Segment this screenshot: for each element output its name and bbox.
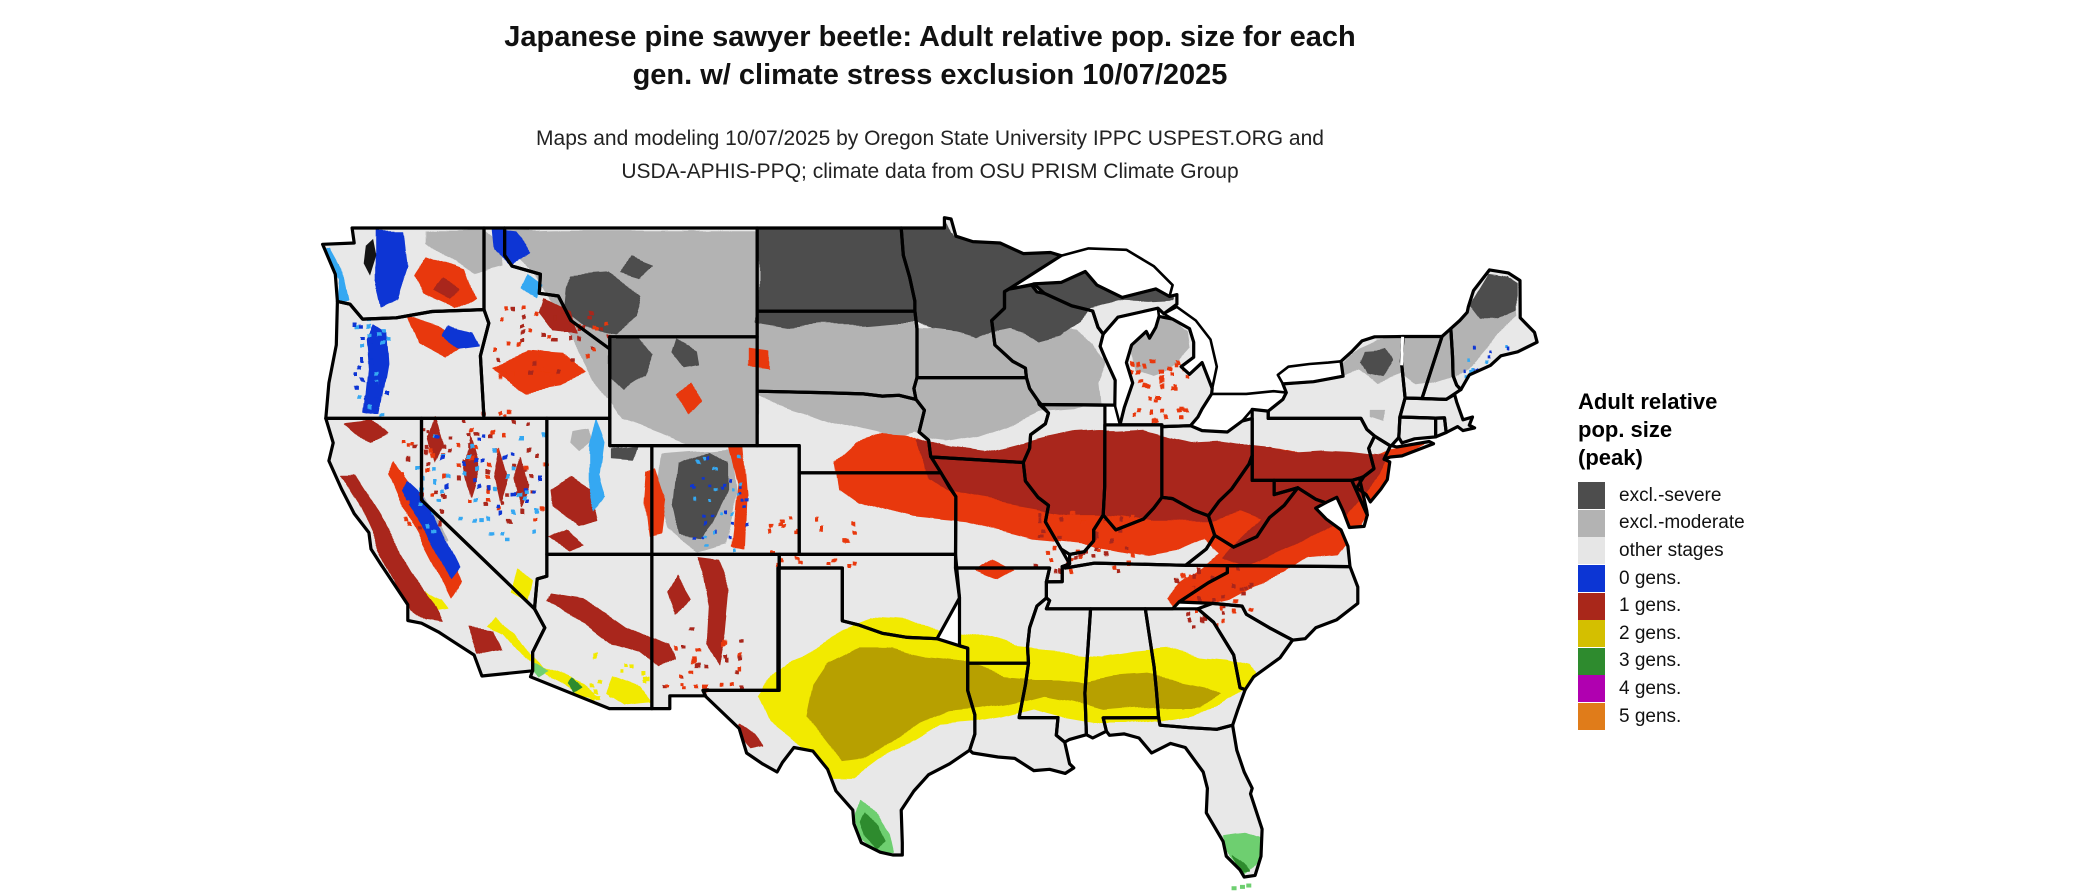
legend-item-label: 3 gens. bbox=[1619, 650, 1682, 672]
legend-swatch bbox=[1578, 565, 1605, 593]
subtitle: Maps and modeling 10/07/2025 by Oregon S… bbox=[180, 122, 1680, 188]
legend-items: excl.-severe excl.-moderate other stages 0 … bbox=[1578, 482, 1908, 731]
legend-item-label: 4 gens. bbox=[1619, 677, 1682, 699]
page-title: Japanese pine sawyer beetle: Adult relat… bbox=[180, 18, 1680, 94]
state-borders bbox=[321, 216, 1539, 879]
legend-swatch bbox=[1578, 675, 1605, 703]
legend-item-label: excl.-moderate bbox=[1619, 512, 1745, 534]
legend-swatch bbox=[1578, 592, 1605, 620]
subtitle-line-1: Maps and modeling 10/07/2025 by Oregon S… bbox=[536, 127, 1324, 150]
legend-swatch bbox=[1578, 647, 1605, 675]
legend-title-line-2: pop. size bbox=[1578, 417, 1673, 442]
legend-title: Adult relative pop. size (peak) bbox=[1578, 388, 1908, 472]
legend-swatch bbox=[1578, 620, 1605, 648]
legend-swatch bbox=[1578, 509, 1605, 537]
legend-item: 0 gens. bbox=[1578, 565, 1908, 593]
legend-item: excl.-moderate bbox=[1578, 509, 1908, 538]
legend-item-label: excl.-severe bbox=[1619, 484, 1722, 506]
legend-swatch bbox=[1578, 537, 1605, 565]
legend: Adult relative pop. size (peak) excl.-se… bbox=[1578, 388, 1908, 731]
legend-swatch bbox=[1578, 482, 1605, 510]
subtitle-line-2: USDA-APHIS-PPQ; climate data from OSU PR… bbox=[621, 160, 1239, 183]
legend-item-label: other stages bbox=[1619, 539, 1724, 561]
title-line-2: gen. w/ climate stress exclusion 10/07/2… bbox=[632, 59, 1228, 91]
coast-detail bbox=[363, 238, 1405, 891]
legend-title-line-3: (peak) bbox=[1578, 445, 1643, 470]
legend-item: other stages bbox=[1578, 537, 1908, 565]
legend-item-label: 2 gens. bbox=[1619, 622, 1682, 644]
legend-item: excl.-severe bbox=[1578, 482, 1908, 510]
legend-item: 4 gens. bbox=[1578, 675, 1908, 703]
legend-title-line-1: Adult relative bbox=[1578, 389, 1718, 414]
map-raster-speckles bbox=[352, 307, 1512, 701]
legend-item-label: 0 gens. bbox=[1619, 567, 1682, 589]
legend-item: 5 gens. bbox=[1578, 703, 1908, 731]
legend-item: 3 gens. bbox=[1578, 647, 1908, 676]
legend-item-label: 5 gens. bbox=[1619, 705, 1682, 727]
legend-item: 1 gens. bbox=[1578, 592, 1908, 620]
map-raster-classes bbox=[324, 217, 1520, 876]
title-line-1: Japanese pine sawyer beetle: Adult relat… bbox=[504, 21, 1356, 53]
legend-item-label: 1 gens. bbox=[1619, 595, 1682, 617]
legend-item: 2 gens. bbox=[1578, 620, 1908, 648]
legend-swatch bbox=[1578, 703, 1605, 731]
